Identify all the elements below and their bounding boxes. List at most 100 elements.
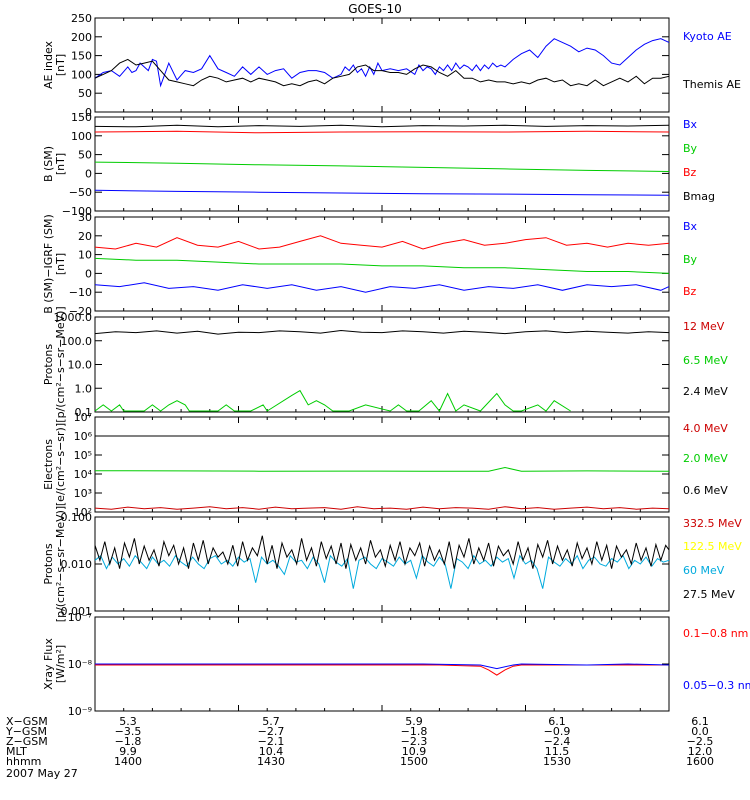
- legend-entry: 122.5 MeV: [683, 540, 742, 553]
- panel-6: 0.001 0.010 0.100 Protons [p/(cm²−s−sr−MeV)]…: [42, 506, 742, 622]
- table-cell: 1500: [400, 755, 428, 768]
- y-tick-label: −20: [69, 305, 92, 318]
- y-tick-label: 100: [71, 68, 92, 81]
- panel-frame: [94, 416, 670, 513]
- table-row-label: Z−GSM: [6, 735, 48, 748]
- table-cell: 10.4: [259, 745, 284, 758]
- table-cell: −1.8: [115, 735, 142, 748]
- y-tick-label: 0: [85, 106, 92, 119]
- legend-entry: Bz: [683, 166, 697, 179]
- table-cell: 0.0: [691, 725, 709, 738]
- y-tick-label: 50: [78, 87, 92, 100]
- y-axis-label: Electrons: [42, 439, 55, 490]
- y-axis-label: [p/(cm²−s−sr−MeV)]: [54, 306, 67, 422]
- table-row-label: MLT: [6, 745, 27, 758]
- series-line: [95, 663, 670, 670]
- panel-5: 10² 10³ 10⁴ 10⁵ 10⁶ 10⁷ Electrons [e/(cm²−s−sr)…: [42, 411, 728, 519]
- y-tick-label: 0.001: [61, 605, 93, 618]
- series-line: [94, 506, 670, 510]
- y-tick-label: 10.0: [68, 359, 93, 372]
- y-tick-label: 1.0: [75, 382, 93, 395]
- y-tick-label: 10³: [74, 487, 92, 500]
- series-line: [94, 329, 670, 335]
- legend-entry: Bx: [683, 118, 698, 131]
- legend-entry: 6.5 MeV: [683, 354, 728, 367]
- y-axis-label: [nT]: [54, 54, 67, 76]
- y-tick-label: 10⁷: [74, 411, 92, 424]
- series-line: [94, 58, 670, 87]
- legend-entry: By: [683, 142, 698, 155]
- y-tick-label: 10⁻⁹: [68, 705, 92, 718]
- y-tick-label: 10⁵: [74, 449, 92, 462]
- y-axis-label: [e/(cm²−s−sr)]: [54, 423, 67, 506]
- legend-entry: 4.0 MeV: [683, 422, 728, 435]
- table-cell: −1.8: [401, 725, 428, 738]
- y-axis-label: B (SM): [42, 146, 55, 182]
- y-tick-label: 1000.0: [54, 311, 93, 324]
- table-row-label: X−GSM: [6, 715, 48, 728]
- y-axis-label: [nT]: [54, 253, 67, 275]
- y-axis-label: [p/(cm²−s−sr−MeV)]: [54, 506, 67, 622]
- table-cell: −3.5: [115, 725, 142, 738]
- series-line: [94, 161, 670, 172]
- table-cell: 5.7: [262, 715, 280, 728]
- table-cell: −2.3: [401, 735, 428, 748]
- table-cell: 12.0: [688, 745, 713, 758]
- series-line: [94, 124, 670, 128]
- table-cell: 11.5: [545, 745, 570, 758]
- y-tick-label: 150: [71, 50, 92, 63]
- y-tick-label: 10⁶: [74, 430, 93, 443]
- series-line: [94, 257, 670, 274]
- y-tick-label: 250: [71, 12, 92, 25]
- legend-entry: 0.05−0.3 nm: [683, 679, 750, 692]
- y-axis-label: B (SM)−IGRF (SM): [42, 214, 55, 314]
- y-tick-label: 0.010: [61, 558, 93, 571]
- series-line: [94, 130, 670, 134]
- y-tick-label: 100: [71, 130, 92, 143]
- table-cell: 5.9: [405, 715, 423, 728]
- y-tick-label: 10⁻⁸: [68, 658, 93, 671]
- y-tick-label: 0: [85, 167, 92, 180]
- y-axis-label: [nT]: [54, 153, 67, 175]
- table-cell: −2.1: [258, 735, 285, 748]
- series-line: [94, 38, 670, 88]
- y-axis-label: [W/m²]: [54, 645, 67, 683]
- y-tick-label: −10: [69, 286, 92, 299]
- figure-title: GOES-10: [348, 2, 402, 16]
- table-cell: −0.9: [544, 725, 571, 738]
- panel-2: −100 −50 0 50 100 150 B (SM) [nT] Bx By Bz Bmag: [42, 111, 715, 218]
- table-cell: 5.3: [119, 715, 137, 728]
- legend-entry: 27.5 MeV: [683, 588, 735, 601]
- table-cell: −2.4: [544, 735, 571, 748]
- axis-table: X−GSM 5.3 5.7 5.9 6.1 6.1 Y−GSM −3.5 −2.7 −1.8 −0.…: [5, 715, 714, 768]
- series-line: [94, 282, 670, 293]
- series-line: [94, 535, 670, 569]
- panel-7: 10⁻⁹ 10⁻⁸ 10⁻⁷ Xray Flux [W/m²] 0.1−0.8 nm 0.0…: [42, 611, 750, 718]
- legend-entry: 332.5 MeV: [683, 517, 742, 530]
- y-tick-label: 10⁴: [74, 468, 93, 481]
- legend-entry: 2.0 MeV: [683, 452, 728, 465]
- panel-3: −20 −10 0 10 20 30 B (SM)−IGRF (SM) [nT] Bx By Bz: [42, 211, 698, 318]
- y-tick-label: 200: [71, 31, 92, 44]
- y-tick-label: 10²: [74, 506, 92, 519]
- series-line: [95, 664, 669, 676]
- series-line: [94, 189, 670, 196]
- legend-entry: Themis AE: [682, 78, 741, 91]
- y-tick-label: −50: [69, 186, 92, 199]
- y-axis-label: AE index: [42, 40, 55, 89]
- y-tick-label: 50: [78, 149, 92, 162]
- y-tick-label: 20: [78, 230, 92, 243]
- panel-frame: [94, 516, 670, 612]
- series-line: [94, 554, 670, 589]
- legend-entry: Bmag: [683, 190, 715, 203]
- table-cell: −2.5: [687, 735, 714, 748]
- panel-4: 0.1 1.0 10.0 100.0 1000.0 Protons [p/(cm²−s−sr…: [42, 306, 728, 422]
- legend-entry: 12 MeV: [683, 320, 725, 333]
- legend-entry: 2.4 MeV: [683, 385, 728, 398]
- series-line: [94, 235, 670, 250]
- table-cell: 1530: [543, 755, 571, 768]
- table-cell: 6.1: [548, 715, 566, 728]
- y-tick-label: 0.1: [75, 406, 93, 419]
- table-row-label: hhmm: [6, 755, 41, 768]
